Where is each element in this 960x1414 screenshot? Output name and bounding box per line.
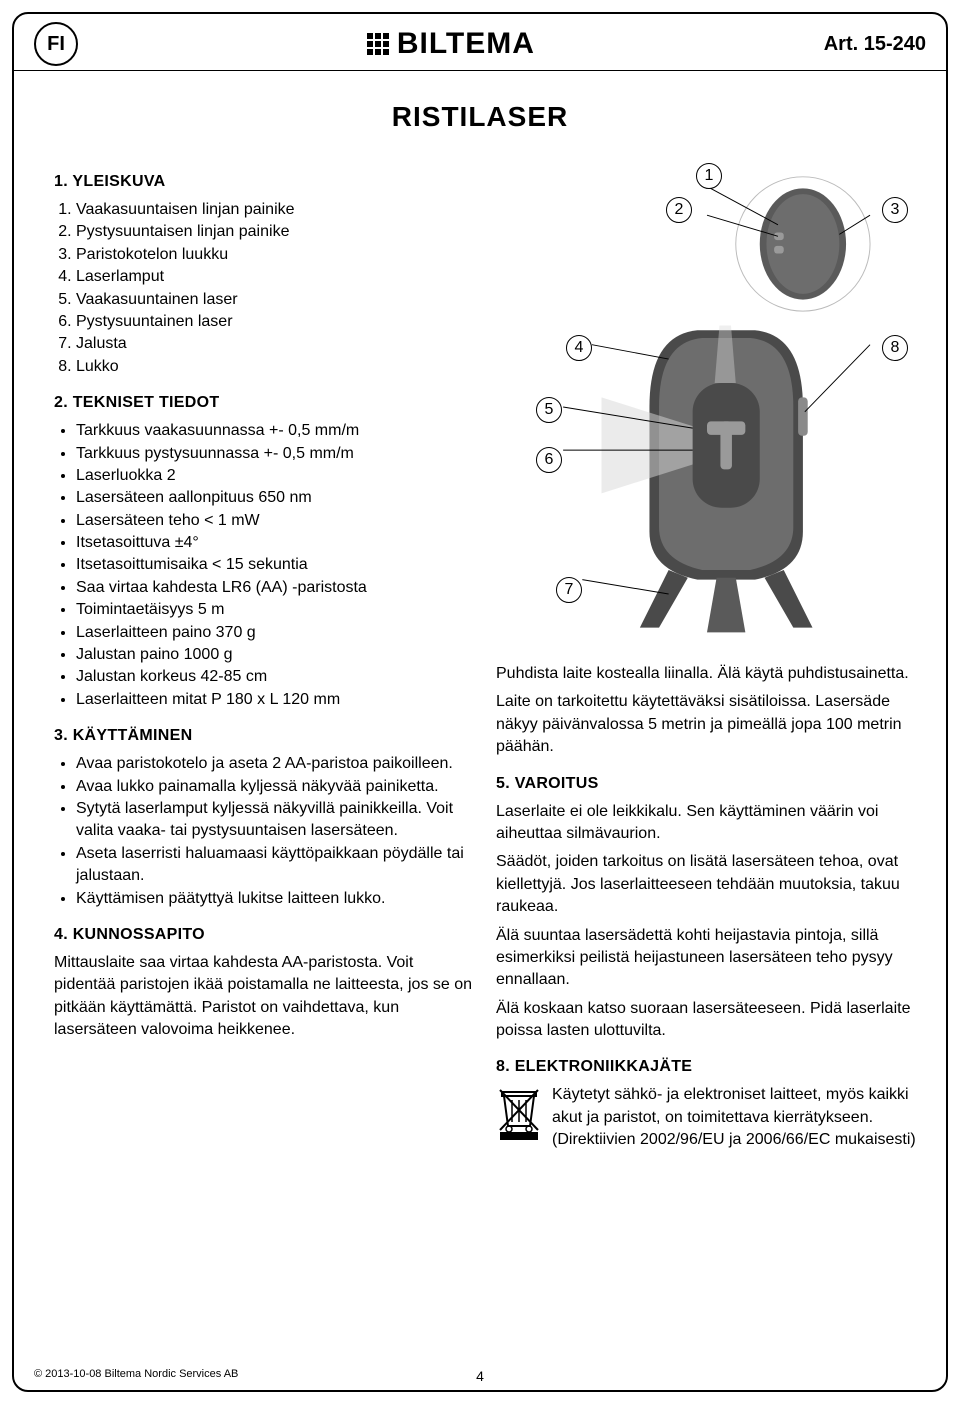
warn-para3: Älä suuntaa lasersädettä kohti heijastav…	[496, 925, 918, 992]
brand-text: BILTEMA	[397, 27, 535, 61]
section8-heading: 8. ELEKTRONIIKKAJÄTE	[496, 1058, 918, 1076]
list-item: Laserluokka 2	[76, 465, 476, 487]
section2-heading: 2. TEKNISET TIEDOT	[54, 394, 476, 412]
warn-para1: Laserlaite ei ole leikkikalu. Sen käyttä…	[496, 801, 918, 846]
list-item: Itsetasoittumisaika < 15 sekuntia	[76, 554, 476, 576]
list-item: Vaakasuuntaisen linjan painike	[76, 199, 476, 221]
list-item: Tarkkuus vaakasuunnassa +- 0,5 mm/m	[76, 420, 476, 442]
section1-heading: 1. YLEISKUVA	[54, 173, 476, 191]
list-item: Toimintaetäisyys 5 m	[76, 599, 476, 621]
list-item: Lukko	[76, 356, 476, 378]
brand-logo: BILTEMA	[367, 27, 535, 61]
callout-3: 3	[882, 197, 908, 223]
copyright: © 2013-10-08 Biltema Nordic Services AB	[34, 1368, 331, 1384]
list-item: Jalustan paino 1000 g	[76, 644, 476, 666]
callout-2: 2	[666, 197, 692, 223]
list-item: Itsetasoittuva ±4°	[76, 532, 476, 554]
callout-7: 7	[556, 577, 582, 603]
brand-grid-icon	[367, 33, 389, 55]
list-item: Pystysuuntaisen linjan painike	[76, 221, 476, 243]
content-columns: 1. YLEISKUVA Vaakasuuntaisen linjan pain…	[14, 157, 946, 1172]
overview-list: Vaakasuuntaisen linjan painike Pystysuun…	[54, 199, 476, 378]
page-title: RISTILASER	[14, 101, 946, 133]
callout-1: 1	[696, 163, 722, 189]
header: FI BILTEMA Art. 15-240	[14, 14, 946, 71]
callout-6: 6	[536, 447, 562, 473]
indoor-para: Laite on tarkoitettu käytettäväksi sisät…	[496, 691, 918, 758]
callout-8: 8	[882, 335, 908, 361]
callout-4: 4	[566, 335, 592, 361]
list-item: Avaa paristokotelo ja aseta 2 AA-paristo…	[76, 753, 476, 775]
lang-badge: FI	[34, 22, 78, 66]
left-column: 1. YLEISKUVA Vaakasuuntaisen linjan pain…	[54, 157, 476, 1152]
list-item: Käyttämisen päätyttyä lukitse laitteen l…	[76, 888, 476, 910]
list-item: Laserlaitteen mitat P 180 x L 120 mm	[76, 689, 476, 711]
footer-spacer	[629, 1368, 926, 1384]
list-item: Avaa lukko painamalla kyljessä näkyvää p…	[76, 776, 476, 798]
right-column: 1 2 3 4 5 6 7 8	[496, 157, 918, 1152]
list-item: Jalusta	[76, 333, 476, 355]
footer: © 2013-10-08 Biltema Nordic Services AB …	[34, 1368, 926, 1384]
maintenance-para: Mittauslaite saa virtaa kahdesta AA-pari…	[54, 952, 476, 1042]
warn-para4: Älä koskaan katso suoraan lasersäteeseen…	[496, 998, 918, 1043]
list-item: Pystysuuntainen laser	[76, 311, 476, 333]
page-frame: FI BILTEMA Art. 15-240 RISTILASER 1. YLE…	[12, 12, 948, 1392]
page-number: 4	[331, 1368, 628, 1384]
list-item: Sytytä laserlamput kyljessä näkyvillä pa…	[76, 798, 476, 843]
warn-para2: Säädöt, joiden tarkoitus on lisätä laser…	[496, 851, 918, 918]
weee-para: Käytetyt sähkö- ja elektroniset laitteet…	[552, 1084, 918, 1151]
section5-heading: 5. VAROITUS	[496, 775, 918, 793]
usage-list: Avaa paristokotelo ja aseta 2 AA-paristo…	[54, 753, 476, 910]
list-item: Vaakasuuntainen laser	[76, 289, 476, 311]
list-item: Paristokotelon luukku	[76, 244, 476, 266]
section3-heading: 3. KÄYTTÄMINEN	[54, 727, 476, 745]
list-item: Aseta laserristi haluamaasi käyttöpaikka…	[76, 843, 476, 888]
clean-para: Puhdista laite kostealla liinalla. Älä k…	[496, 663, 918, 685]
list-item: Lasersäteen teho < 1 mW	[76, 510, 476, 532]
specs-list: Tarkkuus vaakasuunnassa +- 0,5 mm/m Tark…	[54, 420, 476, 711]
section4-heading: 4. KUNNOSSAPITO	[54, 926, 476, 944]
product-diagram: 1 2 3 4 5 6 7 8	[496, 157, 918, 657]
list-item: Jalustan korkeus 42-85 cm	[76, 666, 476, 688]
list-item: Tarkkuus pystysuunnassa +- 0,5 mm/m	[76, 443, 476, 465]
list-item: Saa virtaa kahdesta LR6 (AA) -paristosta	[76, 577, 476, 599]
weee-block: Käytetyt sähkö- ja elektroniset laitteet…	[496, 1084, 918, 1151]
callout-5: 5	[536, 397, 562, 423]
article-number: Art. 15-240	[824, 33, 926, 56]
list-item: Lasersäteen aallonpituus 650 nm	[76, 487, 476, 509]
list-item: Laserlaitteen paino 370 g	[76, 622, 476, 644]
list-item: Laserlamput	[76, 266, 476, 288]
weee-icon	[496, 1086, 542, 1142]
